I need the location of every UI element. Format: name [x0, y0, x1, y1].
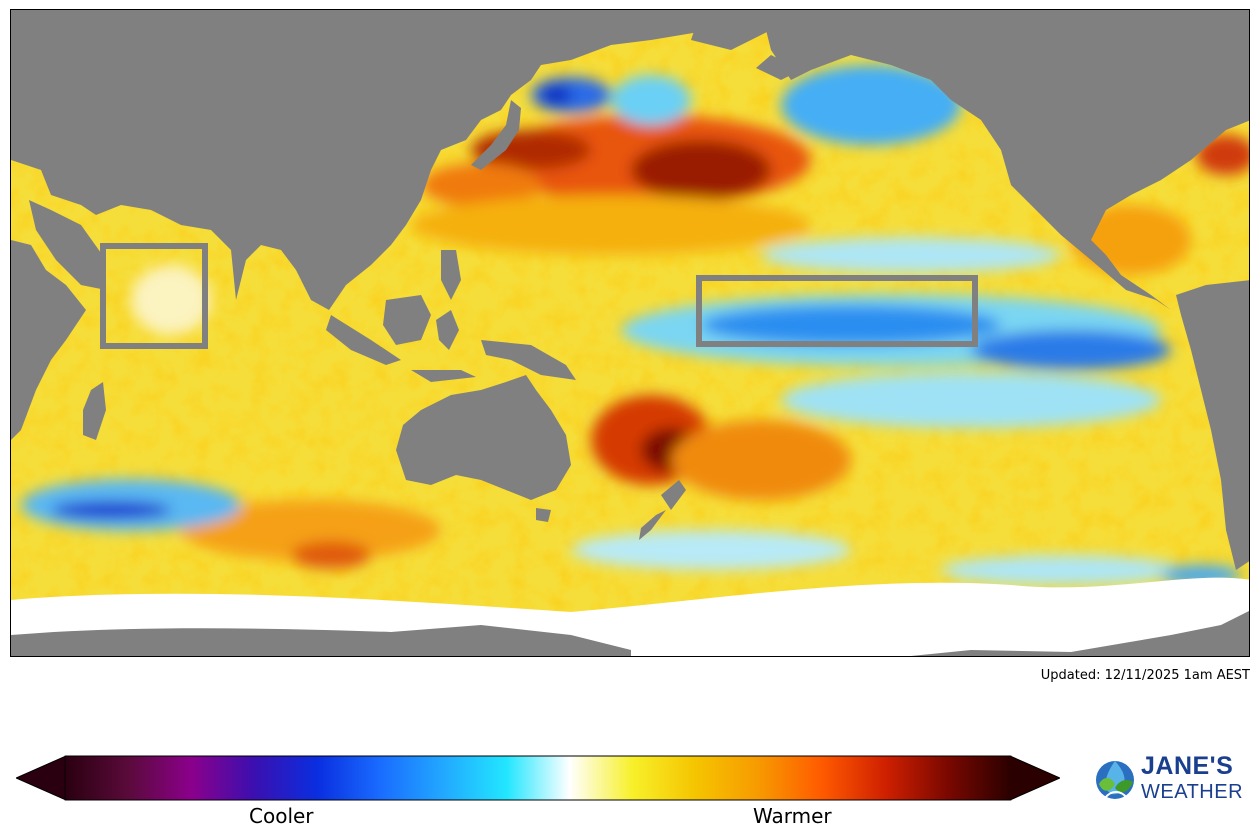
highlight-box-indian-ocean [100, 243, 208, 349]
colorbar [16, 755, 1060, 801]
updated-timestamp: Updated: 12/11/2025 1am AEST [1040, 668, 1250, 683]
colorbar-outline [16, 755, 1060, 801]
anomaly-field [11, 14, 1249, 585]
colorbar-low-arrow [16, 756, 66, 800]
highlight-box-nino34 [696, 275, 978, 347]
legend-cooler-label: Cooler [249, 804, 314, 828]
colorbar-ramp [64, 755, 1012, 801]
logo-line-1: JANE'S [1141, 752, 1234, 780]
leaf-droplet-icon [1096, 761, 1134, 799]
land-masses [11, 10, 1249, 656]
logo-line-2: WEATHER [1141, 781, 1244, 803]
colorbar-high-arrow [1010, 756, 1060, 800]
legend-warmer-label: Warmer [753, 804, 832, 828]
janes-weather-logo: JANE'S WEATHER [1093, 752, 1253, 808]
sst-anomaly-map [10, 9, 1250, 657]
map-canvas [11, 10, 1249, 656]
